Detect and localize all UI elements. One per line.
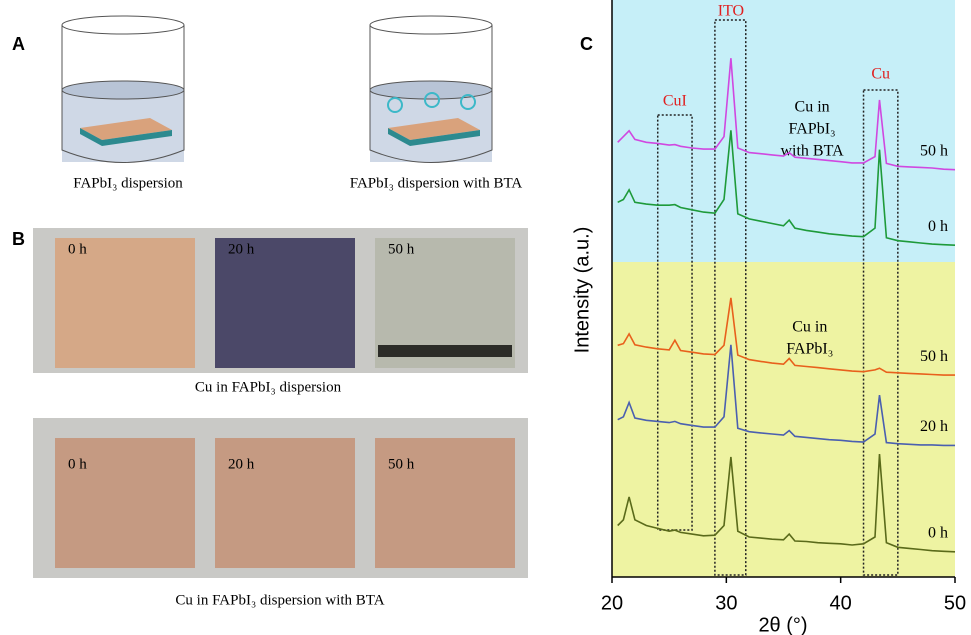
caption: Cu in FAPbI₃ dispersion (195, 379, 342, 395)
x-tick-label: 30 (715, 592, 737, 614)
sample (55, 238, 195, 368)
x-tick-label: 50 (944, 592, 966, 614)
beaker (62, 16, 184, 163)
annotation: Cu (871, 66, 890, 83)
background (612, 0, 955, 262)
annotation: FAPbI₃ (786, 341, 833, 358)
caption: FAPbI₃ dispersion (73, 175, 183, 191)
time-label: 50 h (388, 241, 415, 257)
time-label: 20 h (228, 456, 255, 472)
panel-label: C (580, 34, 593, 54)
page: {"panels": { "a": {"label": "A", "captio… (0, 0, 971, 635)
annotation: FAPbI₃ (789, 121, 836, 138)
time-label: 0 h (68, 456, 87, 472)
annotation: Cu in (795, 99, 830, 116)
panel-label: B (12, 229, 25, 249)
caption: Cu in FAPbI₃ dispersion with BTA (175, 592, 384, 608)
x-axis-label: 2θ (°) (758, 614, 807, 635)
x-tick-label: 40 (830, 592, 852, 614)
annotation: CuI (663, 93, 687, 110)
annotation: with BTA (780, 143, 844, 160)
beaker (370, 16, 492, 163)
sample (378, 345, 512, 357)
figure: A FAPbI₃ dispersion FAPbI₃ dispersion wi… (0, 0, 971, 635)
series-label: 50 h (920, 142, 948, 159)
time-label: 20 h (228, 241, 255, 257)
series-label: 50 h (920, 348, 948, 365)
x-tick-label: 20 (601, 592, 623, 614)
series-label: 0 h (928, 525, 948, 542)
series-label: 20 h (920, 418, 948, 435)
time-label: 50 h (388, 456, 415, 472)
panel-label: A (12, 34, 25, 54)
time-label: 0 h (68, 241, 87, 257)
caption: FAPbI₃ dispersion with BTA (350, 175, 523, 191)
series-label: 0 h (928, 218, 948, 235)
annotation: Cu in (792, 319, 827, 336)
sample (215, 238, 355, 368)
y-axis-label: Intensity (a.u.) (571, 227, 593, 354)
annotation: ITO (718, 3, 744, 20)
